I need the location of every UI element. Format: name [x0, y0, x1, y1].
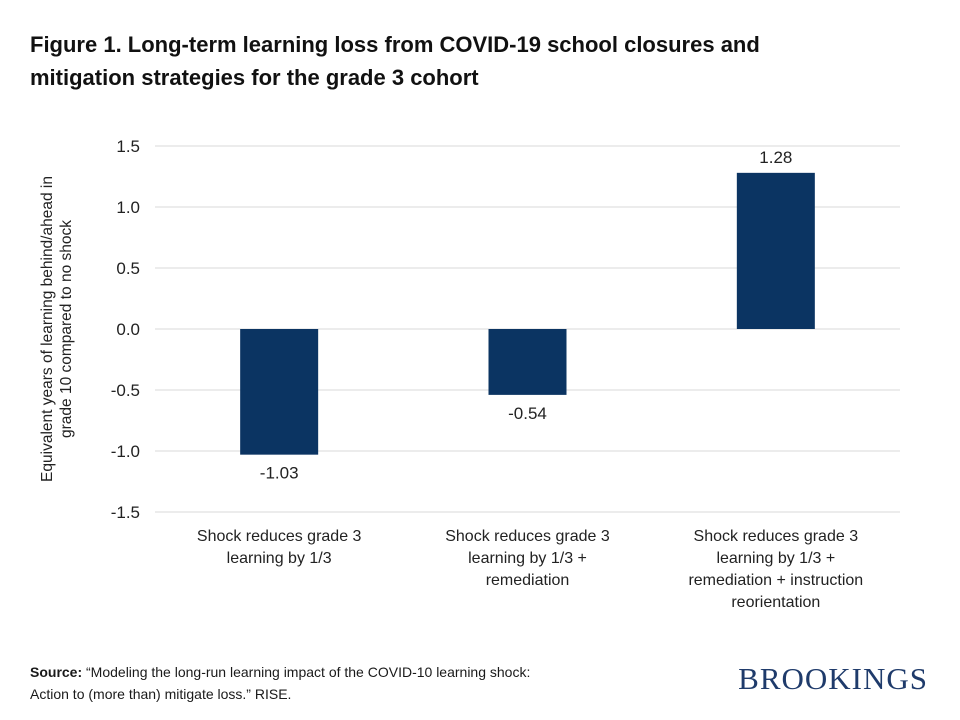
brookings-logo: BROOKINGS: [738, 661, 928, 696]
source-note: Source: “Modeling the long-run learning …: [30, 661, 670, 705]
y-tick-label: -0.5: [111, 381, 140, 400]
category-label: Shock reduces grade 3: [197, 528, 362, 545]
source-text-line-1: “Modeling the long-run learning impact o…: [86, 664, 531, 680]
data-label: -1.03: [260, 464, 299, 483]
category-label: reorientation: [731, 594, 820, 611]
category-label: learning by 1/3: [227, 550, 332, 567]
y-axis-title: Equivalent years of learning behind/ahea…: [39, 176, 56, 482]
y-tick-label: 1.0: [116, 198, 140, 217]
category-label: learning by 1/3 +: [468, 550, 587, 567]
chart-title: Figure 1. Long-term learning loss from C…: [30, 28, 910, 94]
bar-chart: 1.5 1.0 0.5 0.0 -0.5 -1.0 -1.5 -1.03 Shock reduc…: [39, 137, 900, 611]
source-label: Source:: [30, 664, 83, 680]
source-text-line-2: Action to (more than) mitigate loss.” RI…: [30, 686, 292, 702]
bar: [240, 329, 319, 455]
category-label: learning by 1/3 +: [716, 550, 835, 567]
y-tick-label: -1.5: [111, 503, 140, 522]
category-label: Shock reduces grade 3: [694, 528, 859, 545]
y-tick-label: 0.0: [116, 320, 140, 339]
category-label: remediation: [486, 572, 570, 589]
data-label: -0.54: [508, 404, 547, 423]
bar: [488, 329, 567, 395]
title-line-1: Figure 1. Long-term learning loss from C…: [30, 32, 760, 57]
data-label: 1.28: [759, 148, 792, 167]
category-label: Shock reduces grade 3: [445, 528, 610, 545]
title-line-2: mitigation strategies for the grade 3 co…: [30, 65, 479, 90]
y-tick-label: 0.5: [116, 259, 140, 278]
y-tick-label: 1.5: [116, 137, 140, 156]
y-axis-title: grade 10 compared to no shock: [58, 220, 75, 438]
category-label: remediation + instruction: [688, 572, 863, 589]
y-tick-label: -1.0: [111, 442, 140, 461]
bar: [736, 172, 815, 329]
